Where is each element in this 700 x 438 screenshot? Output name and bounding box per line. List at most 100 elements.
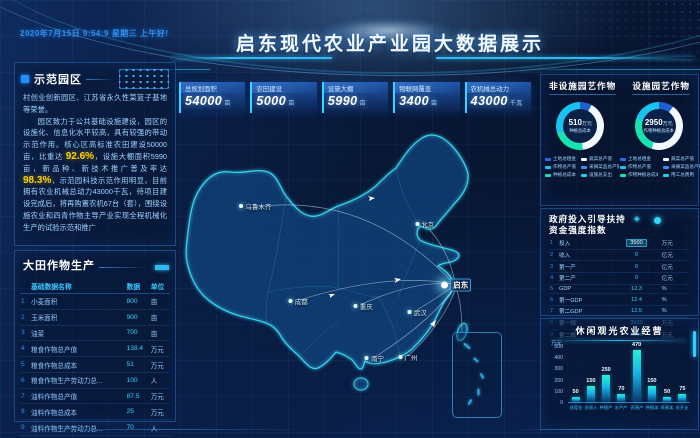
legend-item: 设施总支出 (580, 172, 619, 178)
gov-value: 12.5 (612, 305, 661, 318)
crop-unit: 万元 (149, 388, 170, 405)
bar: 470 养殖产 (630, 342, 643, 410)
city-marker-重庆: 重庆 (353, 301, 373, 311)
legend-item: 作物总产值 (620, 164, 658, 170)
corner-deco (692, 423, 699, 430)
y-axis-unit: 万元 (551, 341, 562, 347)
bar-category: 种植本 (645, 405, 659, 411)
legend-item: 作物总产值 (545, 164, 576, 170)
bar-value: 470 (631, 342, 642, 349)
china-map-svg (185, 134, 469, 391)
bar-value: 75 (679, 385, 686, 392)
crop-value: 87.5 (125, 388, 150, 405)
legend-item: 土地总租金 (545, 156, 576, 162)
corner-deco (692, 309, 699, 316)
bar-category: 总租金 (569, 405, 583, 411)
crop-name: 油料作物总成本 (30, 403, 126, 421)
highlight-percent-1: 92.6% (65, 150, 95, 162)
facility-title: 设施园艺作物 (632, 80, 690, 95)
crop-name: 粮食作物生产劳动力总... (30, 372, 126, 389)
gov-row: 4 第二产 0 亿元 (549, 272, 689, 285)
gov-name: 投入 (558, 238, 613, 250)
stat-value: 54000 亩 (185, 94, 231, 108)
table-row: 5 粮食作物总成本 51 万元 (20, 356, 170, 373)
panel-gov-funding: 政府投入引导扶持 资金强度指数 ◈ 1 投入 3500 万元 2 收入 0 亿元… (540, 208, 699, 342)
gov-row: 6 第一GDP 12.4 % (549, 293, 689, 307)
gov-unit: % (660, 305, 689, 318)
crop-unit: 亩 (149, 325, 170, 342)
bar-category: 总开支 (675, 405, 689, 411)
page-title: 启东现代农业产业园大数据展示 (235, 34, 544, 55)
bar-category: 养殖产 (630, 405, 644, 411)
crop-value: 700 (125, 325, 150, 342)
corner-deco (540, 74, 547, 81)
gov-name: 第二产 (558, 272, 613, 285)
scrollbar[interactable] (693, 331, 696, 357)
gov-row: 5 GDP 12.3 % (549, 284, 689, 295)
city-label: 成都 (294, 298, 308, 306)
city-label: 乌鲁木齐 (245, 204, 272, 212)
stat-box: 设施大棚 5990 亩 (321, 82, 389, 113)
facility-legend: 土地总租金 蔬菜总产值 作物总产值 采摘菜品总产值 作物种植总成本 用工总费用 (620, 156, 700, 178)
gov-value: 12.4 (612, 293, 661, 307)
bar-value: 50 (572, 388, 579, 395)
bar-value: 250 (601, 366, 611, 373)
city-marker-成都: 成都 (288, 296, 308, 306)
crop-unit: 万元 (149, 340, 170, 358)
title-rule (86, 78, 115, 80)
bar: 150 种植本 (645, 378, 658, 411)
crop-unit: 亩 (149, 309, 170, 326)
col-value: 数据 (125, 279, 150, 294)
y-tick-label: 400 (554, 355, 563, 362)
field-crops-table: 基础数据名称 数据 单位 1 小麦面积 800 亩 2 玉米面积 900 亩 3… (20, 279, 170, 437)
non-facility-donut-chart: 510万元 种植总成本 (556, 102, 605, 150)
node-dot-icon (653, 217, 661, 224)
footer-line-left (25, 429, 305, 430)
city-label: 北京 (421, 222, 435, 229)
crop-value: 800 (125, 293, 150, 310)
header-light-flare (322, 18, 452, 44)
gov-row: 2 收入 0 亿元 (549, 249, 689, 262)
legend-item: 用工总费用 (663, 172, 700, 178)
crop-unit: 万元 (149, 356, 170, 373)
crop-unit: 人 (149, 372, 170, 389)
stats-row: 总规划面积 54000 亩 农田建设 5000 亩 设施大棚 5990 亩 物联网覆盖… (179, 82, 532, 113)
footer-line-right (510, 429, 690, 430)
crop-unit: 万元 (149, 403, 170, 421)
title-line-left (172, 57, 332, 59)
bar-category: 养殖本 (660, 405, 674, 411)
city-label: 南宁 (370, 356, 384, 364)
city-label: 武汉 (413, 310, 427, 317)
col-unit: 单位 (149, 279, 170, 294)
stat-label: 设施大棚 (323, 82, 389, 93)
circuit-dots-deco (119, 69, 169, 89)
gov-unit: % (660, 284, 689, 295)
gov-panel-title: 政府投入引导扶持 资金强度指数 (549, 214, 626, 235)
china-outline (185, 134, 469, 370)
bar-value: 150 (586, 377, 596, 384)
china-map: 乌鲁木齐 北京 成都 重庆 武汉 启东 南宁 广州 (168, 112, 540, 432)
table-row: 2 玉米面积 900 亩 (20, 309, 170, 326)
bar: 70 水产产 (615, 386, 628, 410)
corner-deco (540, 318, 547, 325)
title-rule (99, 266, 149, 268)
leisure-bar-chart: 万元 0 100 200 300 400 500 50 总租金 150 总收入 250 种… (551, 341, 690, 415)
city-dot-icon (407, 310, 412, 314)
city-label: 广州 (404, 354, 418, 362)
city-marker-启东: 启东 (441, 278, 472, 292)
donut-center: 2950万元 作物种植总成本 (641, 109, 676, 143)
plane-markers (328, 196, 436, 327)
table-row: 3 油菜 700 亩 (20, 325, 170, 342)
stat-box: 农机械总动力 43000 千瓦 (464, 82, 532, 113)
city-marker-北京: 北京 (415, 219, 434, 229)
datetime-text: 2020年7月15日 9:54:9 星期三 上午好! (20, 29, 169, 38)
bar: 150 总收入 (584, 378, 597, 411)
south-china-sea-inset (452, 332, 502, 418)
stat-value: 3400 亩 (399, 94, 438, 108)
corner-deco (692, 318, 699, 325)
corner-deco (540, 208, 547, 215)
crop-value: 100 (125, 372, 150, 389)
crop-name: 油菜 (30, 325, 126, 342)
stat-box: 物联网覆盖 3400 亩 (393, 82, 460, 113)
park-paragraph-1: 村创业创新园区、江苏省永久性菜篮子基地等荣誉。 (23, 93, 167, 114)
